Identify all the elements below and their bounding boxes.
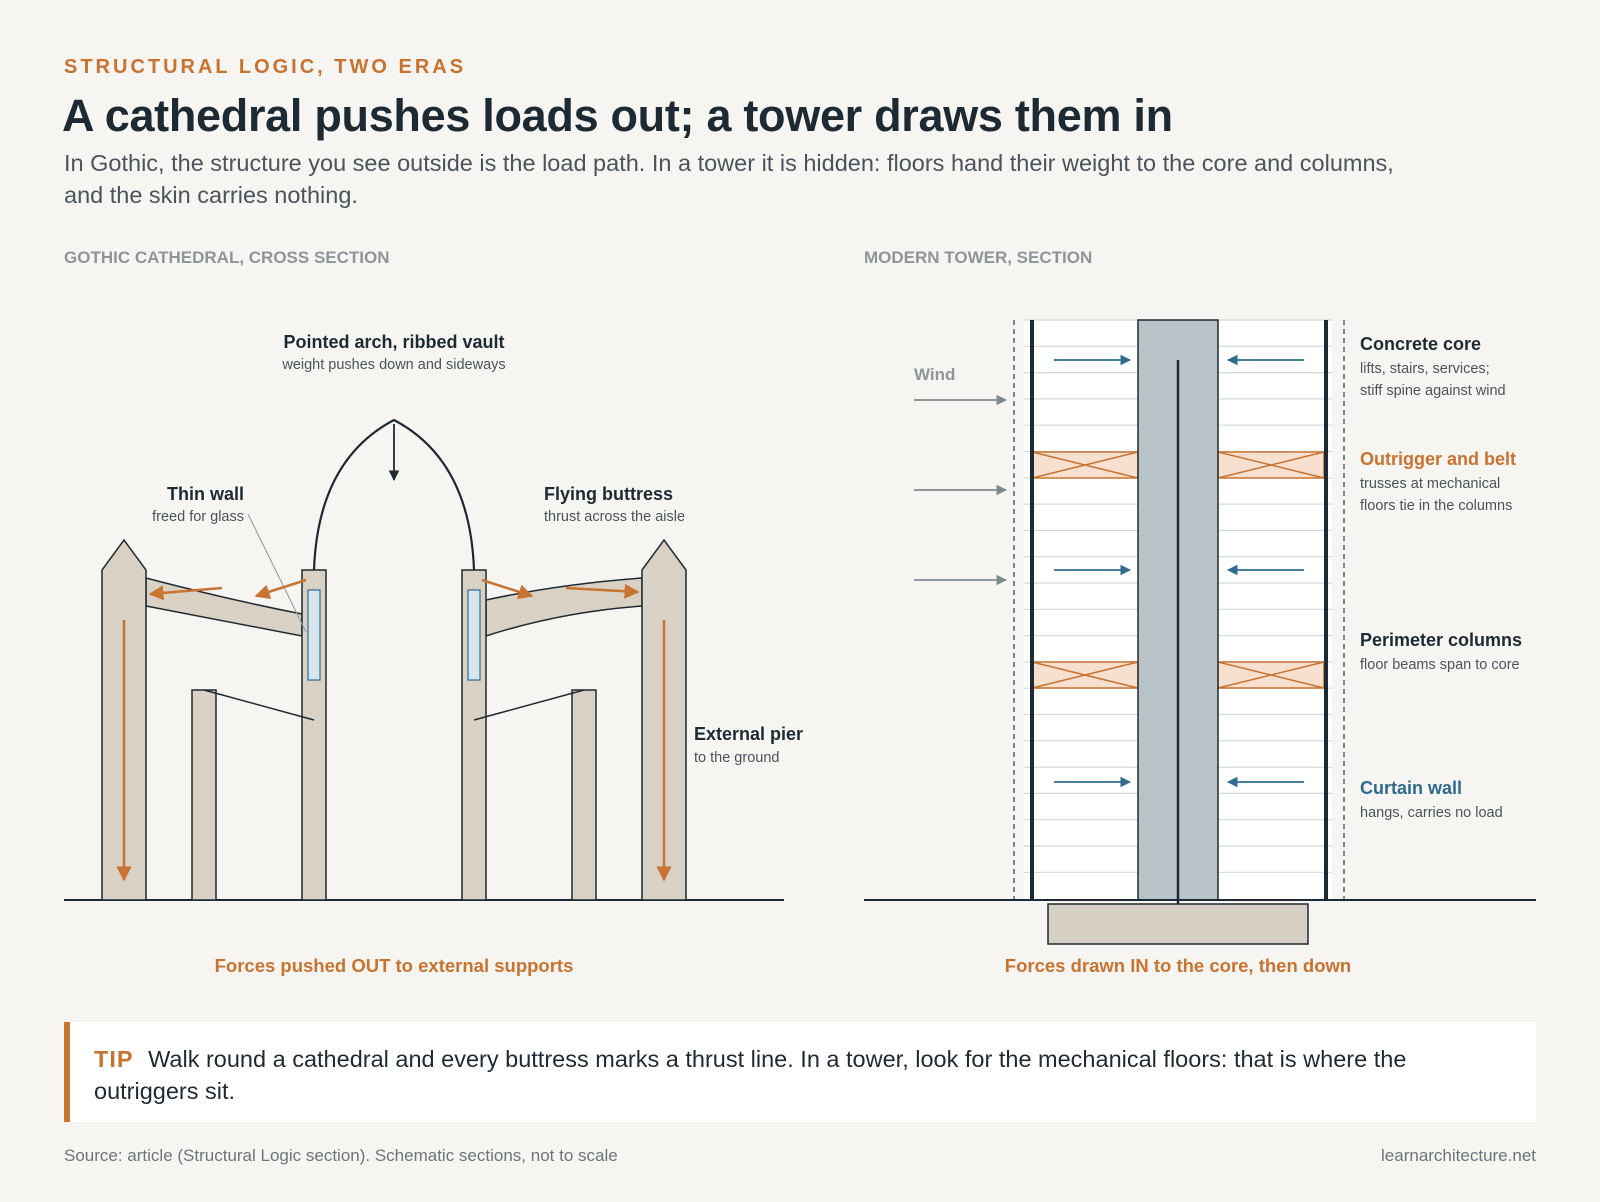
left-panel-label: GOTHIC CATHEDRAL, CROSS SECTION	[64, 248, 390, 267]
outrigger-truss-lower	[1031, 661, 1325, 689]
pier-annotation-title: External pier	[694, 724, 803, 744]
tip-key: TIP	[94, 1046, 134, 1072]
floor-arrows	[1054, 354, 1304, 788]
curtain-annotation-sub: hangs, carries no load	[1360, 805, 1503, 821]
foundation-raft	[1047, 903, 1309, 945]
aisle-column-left	[191, 689, 217, 901]
aisle-roof-left	[203, 689, 315, 721]
wind-arrows	[914, 394, 1008, 586]
wind-label: Wind	[914, 365, 955, 384]
eyebrow: STRUCTURAL LOGIC, TWO ERAS	[64, 56, 467, 78]
outrigger-annotation-sub2: floors tie in the columns	[1360, 498, 1512, 514]
clerestory-window-right	[467, 589, 481, 681]
buttress-annotation-sub: thrust across the aisle	[544, 509, 685, 525]
left-panel-caption: Forces pushed OUT to external supports	[215, 955, 574, 976]
right-panel-caption: Forces drawn IN to the core, then down	[1005, 955, 1351, 976]
aisle-roof-right	[473, 689, 585, 721]
gothic-section: Pointed arch, ribbed vault weight pushes…	[64, 332, 803, 976]
curtain-annotation-title: Curtain wall	[1360, 778, 1462, 798]
pointed-arch	[312, 418, 476, 571]
thin-wall-annotation-title: Thin wall	[167, 484, 244, 504]
core-annotation-sub2: stiff spine against wind	[1360, 383, 1506, 399]
tower-section: Wind Concrete core lifts, stairs, servic…	[864, 319, 1536, 976]
diagram-canvas: Pointed arch, ribbed vault weight pushes…	[64, 319, 1536, 976]
columns-annotation-title: Perimeter columns	[1360, 630, 1522, 650]
thrust-arrow-right-2	[565, 583, 640, 599]
thin-wall-annotation-sub: freed for glass	[152, 509, 244, 525]
nave-wall-right	[461, 569, 487, 901]
core-annotation-title: Concrete core	[1360, 334, 1481, 354]
buttress-annotation-title: Flying buttress	[544, 484, 673, 504]
thrust-arrow-left-2	[148, 585, 223, 601]
columns-annotation-sub: floor beams span to core	[1360, 657, 1520, 673]
flying-buttress-right	[485, 577, 643, 638]
thin-wall-leader	[247, 513, 307, 633]
core-annotation-sub1: lifts, stairs, services;	[1360, 361, 1490, 377]
right-panel-label: MODERN TOWER, SECTION	[864, 248, 1093, 267]
clerestory-window-left	[307, 589, 321, 681]
thrust-arrow-left-1	[254, 578, 307, 600]
flying-buttress-left	[145, 577, 303, 637]
tip-box: TIP Walk round a cathedral and every but…	[64, 1022, 1536, 1122]
pier-annotation-sub: to the ground	[694, 750, 779, 766]
outrigger-annotation-sub1: trusses at mechanical	[1360, 476, 1500, 492]
thrust-arrow-right-1	[481, 578, 534, 600]
tip-text: Walk round a cathedral and every buttres…	[94, 1046, 1407, 1104]
site-credit: learnarchitecture.net	[1381, 1146, 1536, 1165]
arch-annotation-title: Pointed arch, ribbed vault	[283, 332, 504, 352]
arch-annotation-sub: weight pushes down and sideways	[281, 357, 505, 373]
outrigger-annotation-title: Outrigger and belt	[1360, 449, 1516, 469]
source-note: Source: article (Structural Logic sectio…	[64, 1146, 618, 1165]
outrigger-truss-upper	[1031, 451, 1325, 479]
page-title: A cathedral pushes loads out; a tower dr…	[62, 90, 1173, 141]
page-subtitle: In Gothic, the structure you see outside…	[64, 150, 1394, 208]
aisle-column-right	[571, 689, 597, 901]
